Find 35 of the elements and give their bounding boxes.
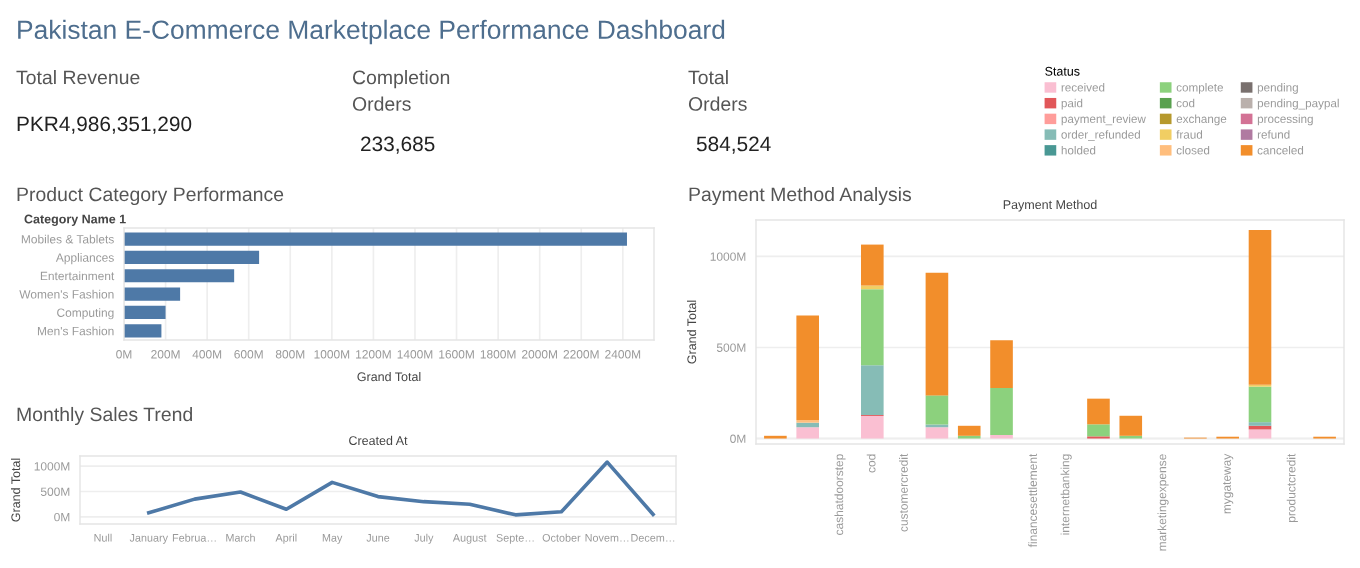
bar [796, 427, 819, 439]
bar [124, 324, 162, 338]
text: Pakistan E-Commerce Marketplace Performance Dashboard [18, 19, 725, 45]
text: 584,524 [696, 136, 771, 154]
line-series [146, 460, 655, 517]
bar [124, 232, 627, 246]
text: Total Orders [688, 70, 747, 111]
text: Completion Orders [352, 70, 450, 111]
bar [124, 287, 181, 301]
bar [1248, 386, 1272, 423]
text: PKR4,986,351,290 [17, 116, 192, 134]
bar [990, 340, 1013, 389]
bar [124, 305, 166, 320]
bar [1087, 398, 1110, 425]
bar [1248, 429, 1272, 439]
bar [124, 269, 235, 283]
text: Total Revenue [16, 70, 140, 85]
chart-title: Payment Method Analysis [689, 186, 912, 206]
bar [1119, 415, 1143, 436]
text: 233,685 [361, 136, 435, 154]
bar [861, 244, 884, 286]
chart-title: Product Category Performance [17, 186, 284, 206]
bar [925, 427, 949, 439]
bar [124, 250, 260, 264]
bar [1248, 230, 1272, 385]
bar [957, 425, 981, 436]
bar [925, 272, 949, 396]
chart-title: Monthly Sales Trend [17, 406, 192, 426]
bar [925, 395, 949, 425]
bar [796, 315, 819, 420]
bar [861, 289, 884, 366]
bar [861, 365, 884, 416]
bar [861, 415, 884, 439]
bar [990, 388, 1013, 435]
bar [1087, 424, 1110, 437]
